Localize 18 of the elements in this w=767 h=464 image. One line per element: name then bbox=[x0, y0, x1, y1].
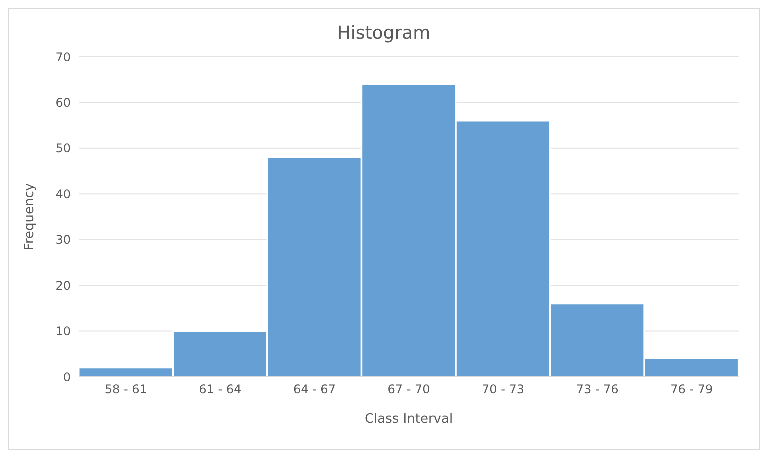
x-tick-label: 67 - 70 bbox=[388, 382, 430, 397]
y-tick-label: 10 bbox=[56, 324, 71, 339]
x-tick-label: 76 - 79 bbox=[670, 382, 714, 397]
y-tick-label: 50 bbox=[56, 142, 71, 156]
x-axis-title: Class Interval bbox=[364, 412, 454, 427]
y-tick-label: 40 bbox=[56, 187, 71, 202]
x-tick-label: 70 - 73 bbox=[482, 382, 525, 397]
chart-title: Histogram bbox=[336, 23, 432, 46]
y-tick-label: 60 bbox=[56, 96, 71, 110]
y-tick-label: 0 bbox=[63, 370, 71, 384]
y-tick-label: 70 bbox=[56, 50, 71, 64]
y-axis-title: Frequency bbox=[22, 183, 38, 251]
y-tick-label: 30 bbox=[56, 233, 71, 248]
x-tick-label: 61 - 64 bbox=[199, 382, 242, 397]
x-tick-label: 73 - 76 bbox=[576, 382, 619, 397]
x-tick-label: 58 - 61 bbox=[104, 382, 148, 397]
y-tick-label: 20 bbox=[56, 278, 71, 293]
x-tick-label: 64 - 67 bbox=[293, 382, 336, 397]
